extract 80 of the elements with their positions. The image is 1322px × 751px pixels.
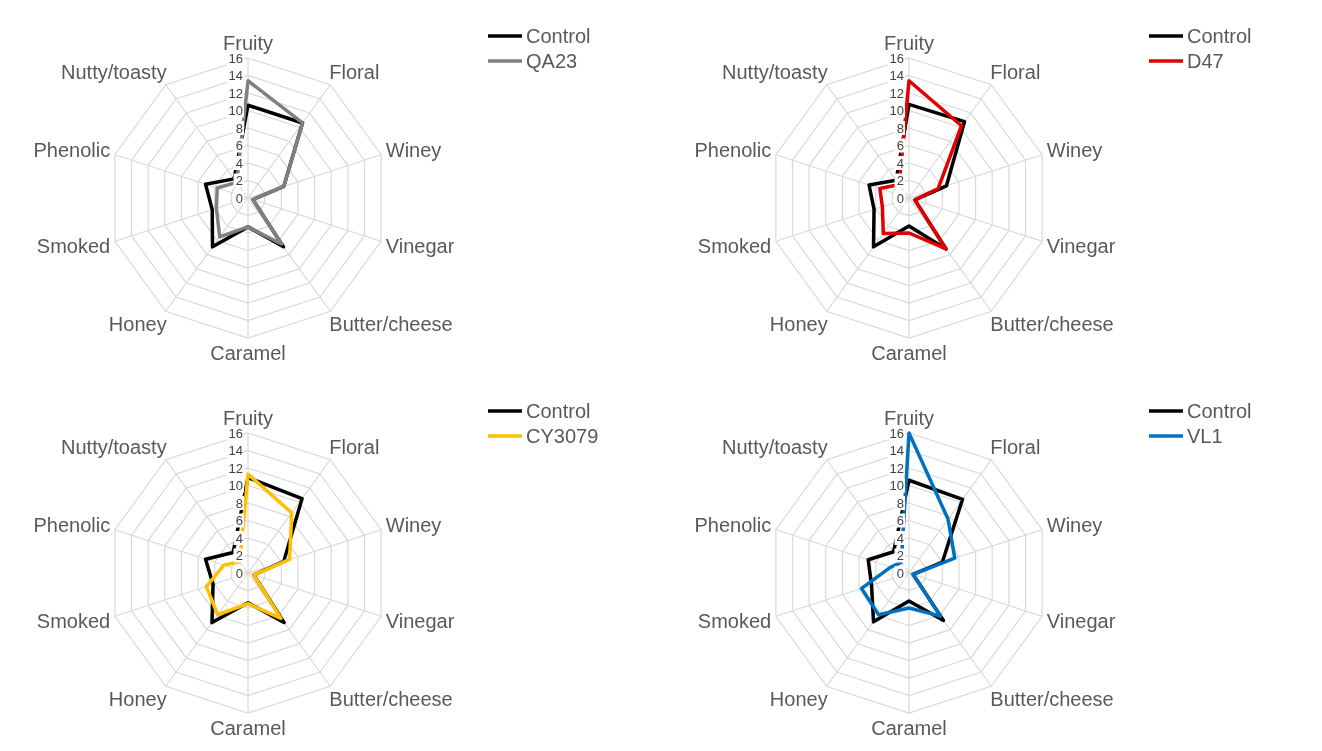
- spoke-label: Butter/cheese: [329, 687, 453, 710]
- spoke-label: Smoked: [36, 235, 111, 258]
- spoke-label: Floral: [990, 436, 1041, 459]
- y-tick-label: 4: [235, 155, 243, 171]
- y-tick-label: 10: [228, 103, 243, 119]
- y-tick-label: 14: [889, 443, 904, 459]
- spoke-label: Smoked: [697, 610, 772, 633]
- y-tick-label: 2: [896, 173, 904, 189]
- y-tick-label: 12: [889, 460, 904, 476]
- spoke-label: Honey: [108, 312, 167, 335]
- y-tick-label: 6: [896, 138, 904, 154]
- spoke-label: Nutty/toasty: [722, 436, 828, 459]
- legend-label: Control: [526, 400, 591, 422]
- y-tick-label: 10: [889, 103, 904, 119]
- y-tick-label: 10: [889, 478, 904, 494]
- legend-label: Control: [1187, 25, 1252, 47]
- legend-label: VL1: [1187, 425, 1223, 447]
- y-tick-label: 0: [896, 565, 904, 581]
- spoke-label: Honey: [769, 312, 828, 335]
- y-tick-label: 12: [228, 85, 243, 101]
- spoke-label: Winey: [1046, 513, 1103, 536]
- legend-label: D47: [1187, 50, 1224, 72]
- y-tick-label: 0: [896, 190, 904, 206]
- y-tick-label: 16: [228, 425, 243, 441]
- spoke-label: Winey: [1046, 138, 1103, 161]
- y-tick-label: 4: [896, 530, 904, 546]
- spoke-label: Phenolic: [33, 138, 111, 161]
- y-tick-label: 8: [235, 495, 243, 511]
- spoke-label: Winey: [385, 138, 442, 161]
- spoke-label: Butter/cheese: [329, 312, 453, 335]
- y-tick-label: 16: [228, 50, 243, 66]
- y-tick-label: 4: [896, 155, 904, 171]
- spoke-label: Honey: [769, 687, 828, 710]
- spoke-label: Nutty/toasty: [61, 61, 167, 84]
- spoke-label: Phenolic: [33, 513, 111, 536]
- spoke-label: Floral: [329, 436, 380, 459]
- spoke-label: Smoked: [697, 235, 772, 258]
- spoke-label: Vinegar: [1046, 235, 1116, 258]
- y-tick-label: 8: [896, 495, 904, 511]
- y-tick-label: 16: [889, 425, 904, 441]
- spoke-label: Caramel: [871, 342, 947, 365]
- spoke-label: Phenolic: [694, 138, 772, 161]
- spoke-label: Caramel: [210, 717, 286, 740]
- spoke-label: Phenolic: [694, 513, 772, 536]
- y-tick-label: 8: [896, 120, 904, 136]
- y-tick-label: 2: [235, 173, 243, 189]
- spoke-label: Nutty/toasty: [61, 436, 167, 459]
- y-tick-label: 6: [235, 513, 243, 529]
- spoke-label: Vinegar: [385, 235, 455, 258]
- y-tick-label: 6: [235, 138, 243, 154]
- spoke-label: Nutty/toasty: [722, 61, 828, 84]
- legend-label: QA23: [526, 50, 578, 72]
- spoke-label: Floral: [329, 61, 380, 84]
- y-tick-label: 2: [235, 548, 243, 564]
- legend-label: Control: [526, 25, 591, 47]
- spoke-label: Vinegar: [1046, 610, 1116, 633]
- spoke-label: Butter/cheese: [990, 312, 1114, 335]
- y-tick-label: 14: [889, 68, 904, 84]
- y-tick-label: 8: [235, 120, 243, 136]
- y-tick-label: 0: [235, 190, 243, 206]
- spoke-label: Butter/cheese: [990, 687, 1114, 710]
- spoke-label: Smoked: [36, 610, 111, 633]
- y-tick-label: 0: [235, 565, 243, 581]
- y-tick-label: 6: [896, 513, 904, 529]
- y-tick-label: 14: [228, 443, 243, 459]
- legend-label: CY3079: [526, 425, 599, 447]
- spoke-label: Caramel: [210, 342, 286, 365]
- y-tick-label: 14: [228, 68, 243, 84]
- spoke-label: Caramel: [871, 717, 947, 740]
- legend-label: Control: [1187, 400, 1252, 422]
- spoke-label: Floral: [990, 61, 1041, 84]
- spoke-label: Vinegar: [385, 610, 455, 633]
- y-tick-label: 10: [228, 478, 243, 494]
- y-tick-label: 2: [896, 548, 904, 564]
- y-tick-label: 12: [889, 85, 904, 101]
- y-tick-label: 16: [889, 50, 904, 66]
- y-tick-label: 4: [235, 530, 243, 546]
- y-tick-label: 12: [228, 460, 243, 476]
- spoke-label: Honey: [108, 687, 167, 710]
- spoke-label: Winey: [385, 513, 442, 536]
